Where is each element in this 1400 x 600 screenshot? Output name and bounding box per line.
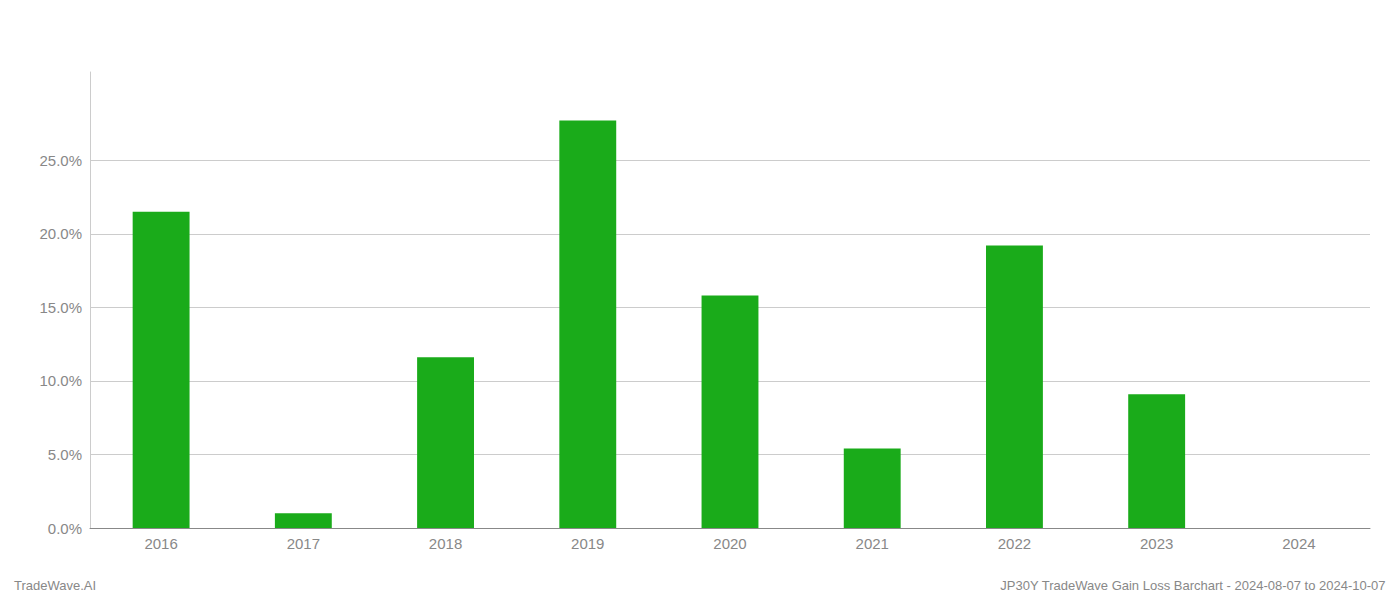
svg-text:JP30Y TradeWave Gain Loss Barc: JP30Y TradeWave Gain Loss Barchart - 202… <box>1000 578 1385 593</box>
svg-text:25.0%: 25.0% <box>39 152 82 169</box>
svg-text:2023: 2023 <box>1140 535 1173 552</box>
svg-text:TradeWave.AI: TradeWave.AI <box>14 578 96 593</box>
svg-text:15.0%: 15.0% <box>39 299 82 316</box>
svg-text:0.0%: 0.0% <box>48 520 82 537</box>
svg-text:20.0%: 20.0% <box>39 225 82 242</box>
svg-text:2019: 2019 <box>571 535 604 552</box>
svg-text:2016: 2016 <box>144 535 177 552</box>
svg-text:2020: 2020 <box>713 535 746 552</box>
svg-text:2024: 2024 <box>1282 535 1315 552</box>
svg-text:2021: 2021 <box>856 535 889 552</box>
svg-text:2018: 2018 <box>429 535 462 552</box>
svg-text:10.0%: 10.0% <box>39 372 82 389</box>
svg-text:5.0%: 5.0% <box>48 446 82 463</box>
svg-text:2017: 2017 <box>287 535 320 552</box>
svg-text:2022: 2022 <box>998 535 1031 552</box>
